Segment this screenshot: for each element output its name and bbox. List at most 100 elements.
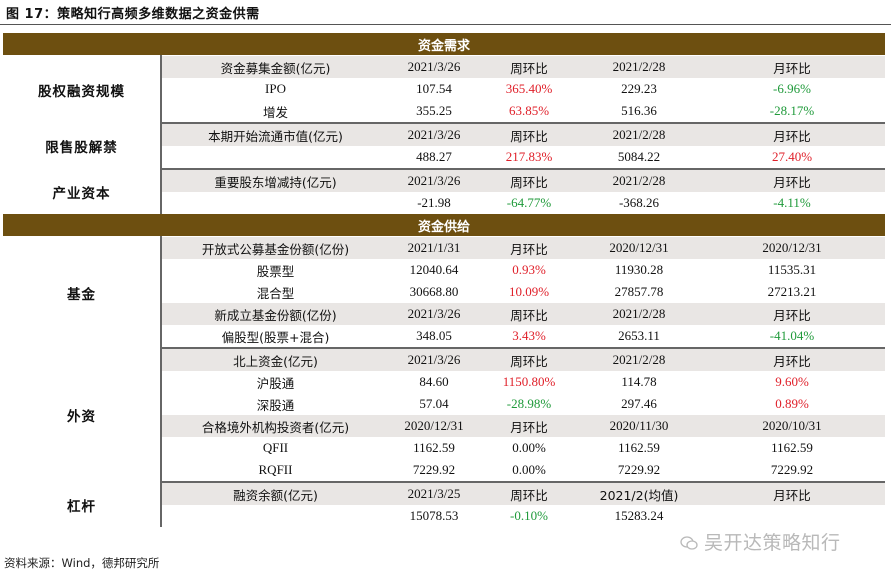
change-cell: -0.10% <box>510 508 548 523</box>
table-row: 偏股型(股票+混合) 348.05 3.43% 2653.11 -41.04% <box>3 325 886 349</box>
header-cell: 重要股东增减持(亿元) <box>161 169 389 192</box>
header-cell: 月环比 <box>699 123 886 146</box>
value-cell: 27213.21 <box>767 284 817 299</box>
table-row: 股票型 12040.64 0.93% 11930.28 11535.31 <box>3 259 885 281</box>
value-cell: 355.25 <box>389 100 479 124</box>
value-cell: -21.98 <box>417 195 451 210</box>
header-cell: 周环比 <box>479 303 579 325</box>
header-cell: 2020/12/31 <box>699 236 886 259</box>
value-cell: 12040.64 <box>409 262 459 277</box>
header-cell: 月环比 <box>699 348 886 371</box>
header-cell: 2021/3/26 <box>389 123 479 146</box>
section-title-demand: 资金需求 <box>3 33 886 56</box>
header-cell: 融资余额(亿元) <box>161 482 389 505</box>
value-cell: 5084.22 <box>579 146 699 170</box>
section-title-supply: 资金供给 <box>3 214 886 237</box>
header-cell: 2020/10/31 <box>699 415 886 437</box>
table-row: 限售股解禁 本期开始流通市值(亿元) 2021/3/26 周环比 2021/2/… <box>3 123 886 169</box>
header-cell: 资金募集金额(亿元) <box>161 55 389 78</box>
table-row: 股权融资规模 资金募集金额(亿元) 2021/3/26 周环比 2021/2/2… <box>3 55 886 123</box>
value-cell: 229.23 <box>621 81 657 96</box>
header-cell: 2021/3/26 <box>389 348 479 371</box>
header-cell: 2021/2(均值) <box>579 482 699 505</box>
row-label: 深股通 <box>256 397 295 413</box>
value-cell: 348.05 <box>389 325 479 349</box>
change-cell: -64.77% <box>506 195 552 210</box>
table-row: 外资 北上资金(亿元) 2021/3/26 周环比 2021/2/28 月环比 <box>3 348 886 482</box>
table-row: 产业资本 重要股东增减持(亿元) 2021/3/26 周环比 2021/2/28… <box>3 169 886 214</box>
header-cell: 周环比 <box>479 123 579 146</box>
category-lockup: 限售股解禁 <box>3 123 162 169</box>
header-cell: 周环比 <box>479 169 579 192</box>
change-cell: -28.98% <box>506 396 552 411</box>
figure-title: 图 17：策略知行高频多维数据之资金供需 <box>6 7 260 22</box>
category-industrial: 产业资本 <box>3 169 162 214</box>
value-cell: 7229.92 <box>579 459 699 483</box>
category-equity: 股权融资规模 <box>3 55 162 123</box>
section-band-supply: 资金供给 <box>3 214 886 237</box>
change-cell: -6.96% <box>773 81 811 96</box>
table-row: 深股通 57.04 -28.98% 297.46 0.89% <box>3 393 885 415</box>
data-table-wrapper: 资金需求 股权融资规模 资金募集金额(亿元) 2021/3/26 周环比 202… <box>3 33 886 527</box>
header-cell: 2021/3/26 <box>389 55 479 78</box>
header-cell: 2020/11/30 <box>579 415 699 437</box>
category-funds: 基金 <box>3 236 162 348</box>
header-cell: 月环比 <box>699 482 886 505</box>
header-cell: 周环比 <box>479 482 579 505</box>
value-cell: 15078.53 <box>409 508 459 523</box>
header-cell: 开放式公募基金份额(亿份) <box>161 236 389 259</box>
header-cell: 新成立基金份额(亿份) <box>161 303 389 325</box>
change-cell: 10.09% <box>508 284 550 299</box>
header-cell: 月环比 <box>699 55 886 78</box>
change-cell: 9.60% <box>775 374 809 389</box>
value-cell <box>699 505 885 527</box>
value-cell: 2653.11 <box>579 325 699 349</box>
value-cell: 114.78 <box>621 374 657 389</box>
table-row: 沪股通 84.60 1150.80% 114.78 9.60% <box>3 371 885 393</box>
row-label: RQFII <box>161 459 389 483</box>
change-cell: 0.00% <box>512 440 546 455</box>
header-cell: 月环比 <box>479 236 579 259</box>
change-cell: 365.40% <box>505 81 553 96</box>
table-row: 杠杆 融资余额(亿元) 2021/3/25 周环比 2021/2(均值) 月环比 <box>3 482 886 527</box>
value-cell: 1162.59 <box>413 440 455 455</box>
row-label: 混合型 <box>256 285 295 301</box>
title-rule <box>0 24 891 25</box>
change-cell: 217.83% <box>479 146 579 170</box>
value-cell: 11930.28 <box>614 262 664 277</box>
watermark: 吴开达策略知行 <box>680 528 841 555</box>
section-band-demand: 资金需求 <box>3 33 886 56</box>
change-cell: 1150.80% <box>502 374 556 389</box>
value-cell: 107.54 <box>416 81 452 96</box>
value-cell: 488.27 <box>389 146 479 170</box>
value-cell: 84.60 <box>419 374 449 389</box>
header-cell: 本期开始流通市值(亿元) <box>161 123 389 146</box>
header-cell: 2021/3/25 <box>389 482 479 505</box>
value-cell: 297.46 <box>621 396 657 411</box>
row-label <box>161 146 389 170</box>
value-cell: 7229.92 <box>389 459 479 483</box>
header-cell: 2021/2/28 <box>579 348 699 371</box>
value-cell: -368.26 <box>618 195 660 210</box>
row-label: QFII <box>262 440 289 455</box>
value-cell: 516.36 <box>579 100 699 124</box>
source-note: 资料来源：Wind，德邦研究所 <box>4 556 160 570</box>
value-cell: 57.04 <box>419 396 449 411</box>
category-leverage: 杠杆 <box>3 482 162 527</box>
wechat-icon <box>680 536 698 550</box>
change-cell: 27.40% <box>699 146 886 170</box>
table-row: 488.27 217.83% 5084.22 27.40% <box>3 146 886 170</box>
table-row: 增发 355.25 63.85% 516.36 -28.17% <box>3 100 886 124</box>
row-label: 增发 <box>161 100 389 124</box>
header-cell: 2021/2/28 <box>579 55 699 78</box>
header-cell: 合格境外机构投资者(亿元) <box>161 415 389 437</box>
table-row: 基金 开放式公募基金份额(亿份) 2021/1/31 月环比 2020/12/3… <box>3 236 886 348</box>
header-cell: 月环比 <box>699 303 886 325</box>
change-cell: -4.11% <box>773 195 811 210</box>
capital-supply-demand-table: 资金需求 股权融资规模 资金募集金额(亿元) 2021/3/26 周环比 202… <box>3 33 886 527</box>
change-cell: -41.04% <box>699 325 886 349</box>
table-row: QFII 1162.59 0.00% 1162.59 1162.59 <box>3 437 885 459</box>
header-cell: 2021/3/26 <box>389 169 479 192</box>
row-label <box>161 505 389 527</box>
table-row: 合格境外机构投资者(亿元) 2020/12/31 月环比 2020/11/30 … <box>3 415 886 437</box>
